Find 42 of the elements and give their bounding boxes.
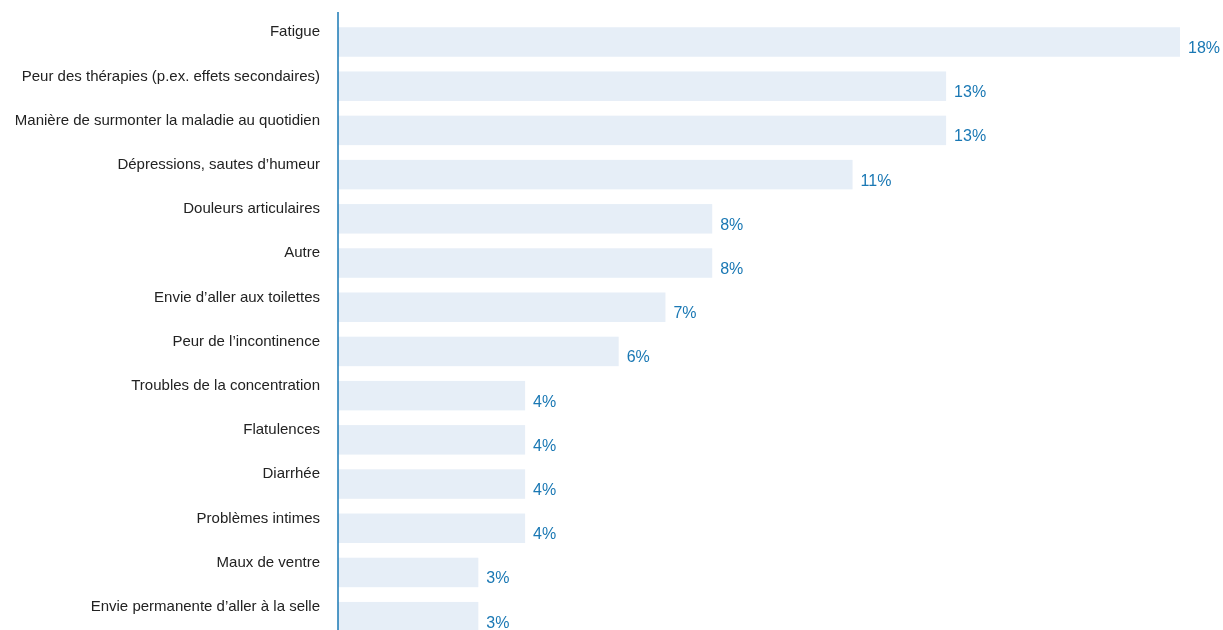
bar [338, 425, 526, 455]
data-label: 11% [860, 171, 892, 189]
bar [338, 159, 853, 190]
bar [338, 292, 666, 322]
bar [338, 380, 526, 411]
y-tick-label: Envie d’aller aux toilettes [154, 287, 320, 305]
y-tick-label: Peur de l’incontinence [172, 331, 320, 349]
data-label: 8% [720, 215, 744, 233]
y-tick-label: Maux de ventre [216, 552, 320, 570]
data-label: 4% [533, 436, 557, 454]
y-tick-label: Problèmes intimes [196, 508, 320, 526]
y-tick-label: Envie permanente d’aller à la selle [90, 597, 320, 615]
y-tick-label: Autre [284, 243, 320, 261]
data-label: 4% [533, 525, 557, 543]
data-label: 13% [954, 127, 987, 145]
y-tick-label: Fatigue [269, 22, 320, 40]
data-label: 3% [486, 613, 510, 630]
bar [338, 27, 1180, 57]
bar [338, 601, 479, 630]
y-tick-label: Peur des thérapies (p.ex. effets secondaires) [21, 66, 320, 84]
y-tick-label: Diarrhée [262, 464, 320, 482]
y-tick-label: Troubles de la concentration [131, 376, 320, 393]
data-label: 13% [954, 83, 987, 101]
y-tick-label: Manière de surmonter la maladie au quotidien [14, 110, 320, 128]
bar [338, 71, 947, 101]
y-tick-label: Dépressions, sautes d’humeur [117, 154, 320, 172]
bar [338, 336, 619, 367]
data-label: 3% [486, 569, 510, 587]
data-label: 8% [720, 260, 744, 278]
bar [338, 115, 947, 146]
bar [338, 557, 479, 588]
data-label: 7% [673, 304, 697, 322]
data-label: 18% [1188, 38, 1221, 56]
y-tick-label: Flatulences [243, 420, 320, 438]
data-label: 4% [533, 392, 557, 410]
bar [338, 248, 713, 278]
data-label: 6% [626, 348, 650, 366]
data-label: 4% [533, 481, 557, 499]
bar [338, 513, 526, 543]
y-tick-label: Douleurs articulaires [183, 199, 320, 217]
bar [338, 469, 526, 499]
bar [338, 204, 713, 234]
